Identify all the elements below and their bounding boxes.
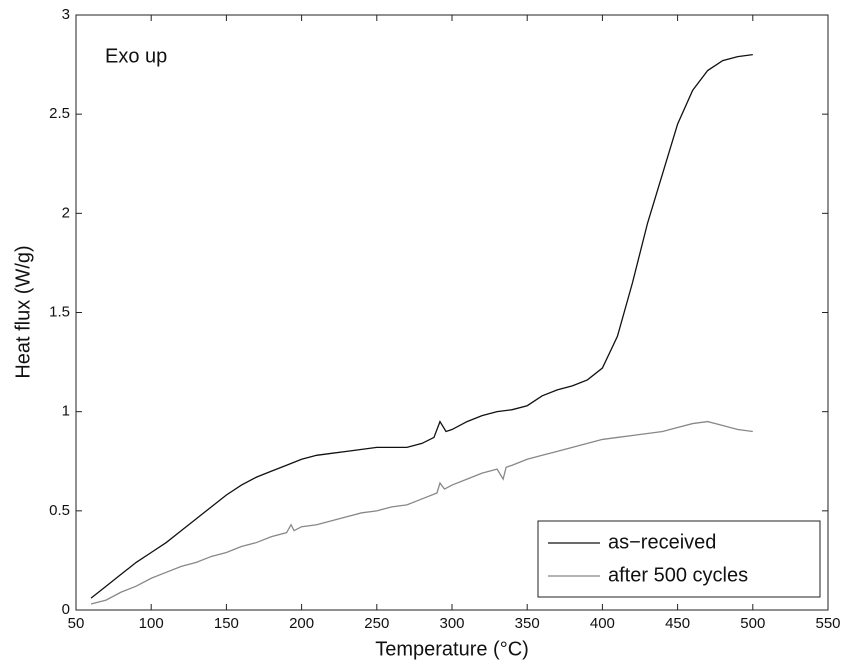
annotation: Exo up [105, 45, 167, 67]
x-tick-label: 100 [139, 615, 164, 632]
legend-box [537, 520, 821, 598]
y-tick-label: 2.5 [49, 105, 70, 122]
x-tick-label: 250 [364, 615, 389, 632]
y-tick-label: 3 [62, 6, 70, 23]
x-tick-label: 350 [515, 615, 540, 632]
x-tick-label: 450 [665, 615, 690, 632]
y-tick-label: 2 [62, 204, 70, 221]
x-tick-label: 400 [590, 615, 615, 632]
y-tick-label: 0 [62, 601, 70, 618]
x-tick-label: 50 [68, 615, 85, 632]
legend-label: after 500 cycles [608, 564, 748, 586]
x-tick-label: 550 [815, 615, 840, 632]
x-tick-label: 200 [289, 615, 314, 632]
y-tick-label: 1 [62, 403, 70, 420]
x-tick-label: 150 [214, 615, 239, 632]
y-axis-label: Heat flux (W/g) [12, 245, 34, 378]
y-tick-label: 1.5 [49, 303, 70, 320]
data-line [90, 54, 753, 599]
y-tick-label: 0.5 [49, 502, 70, 519]
data-line [90, 420, 753, 605]
x-tick-label: 500 [740, 615, 765, 632]
x-tick-label: 300 [439, 615, 464, 632]
legend-label: as−received [608, 531, 716, 553]
x-axis-label: Temperature (°C) [375, 638, 529, 660]
